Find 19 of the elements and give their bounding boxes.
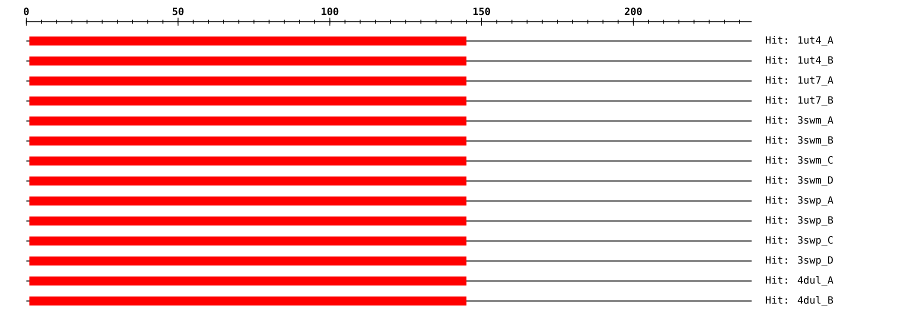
y-tick-label: Hit: 3swm_C [766,156,833,166]
y-tick-label: Hit: 3swm_B [766,136,833,146]
y-tick-label: Hit: 1ut4_B [766,56,833,66]
x-tick-label: 0 [24,8,29,16]
x-tick-label: 50 [172,8,184,16]
y-tick-label: Hit: 3swm_A [766,116,834,126]
y-tick-label: Hit: 1ut4_A [766,36,834,46]
y-tick-label: Hit: 4dul_A [766,276,834,286]
y-tick-label: Hit: 4dul_B [766,296,833,306]
y-tick-label: Hit: 3swm_D [766,176,833,186]
y-tick-label: Hit: 3swp_A [766,196,834,206]
y-tick-label: Hit: 3swp_D [766,256,833,266]
x-tick-label: 150 [473,8,490,16]
y-tick-label: Hit: 3swp_B [766,216,833,226]
y-tick-label: Hit: 3swp_C [766,236,833,246]
y-tick-label: Hit: 1ut7_B [766,96,833,106]
y-tick-label: Hit: 1ut7_A [766,76,834,86]
x-tick-label: 200 [624,8,642,16]
x-tick-label: 100 [322,8,338,16]
